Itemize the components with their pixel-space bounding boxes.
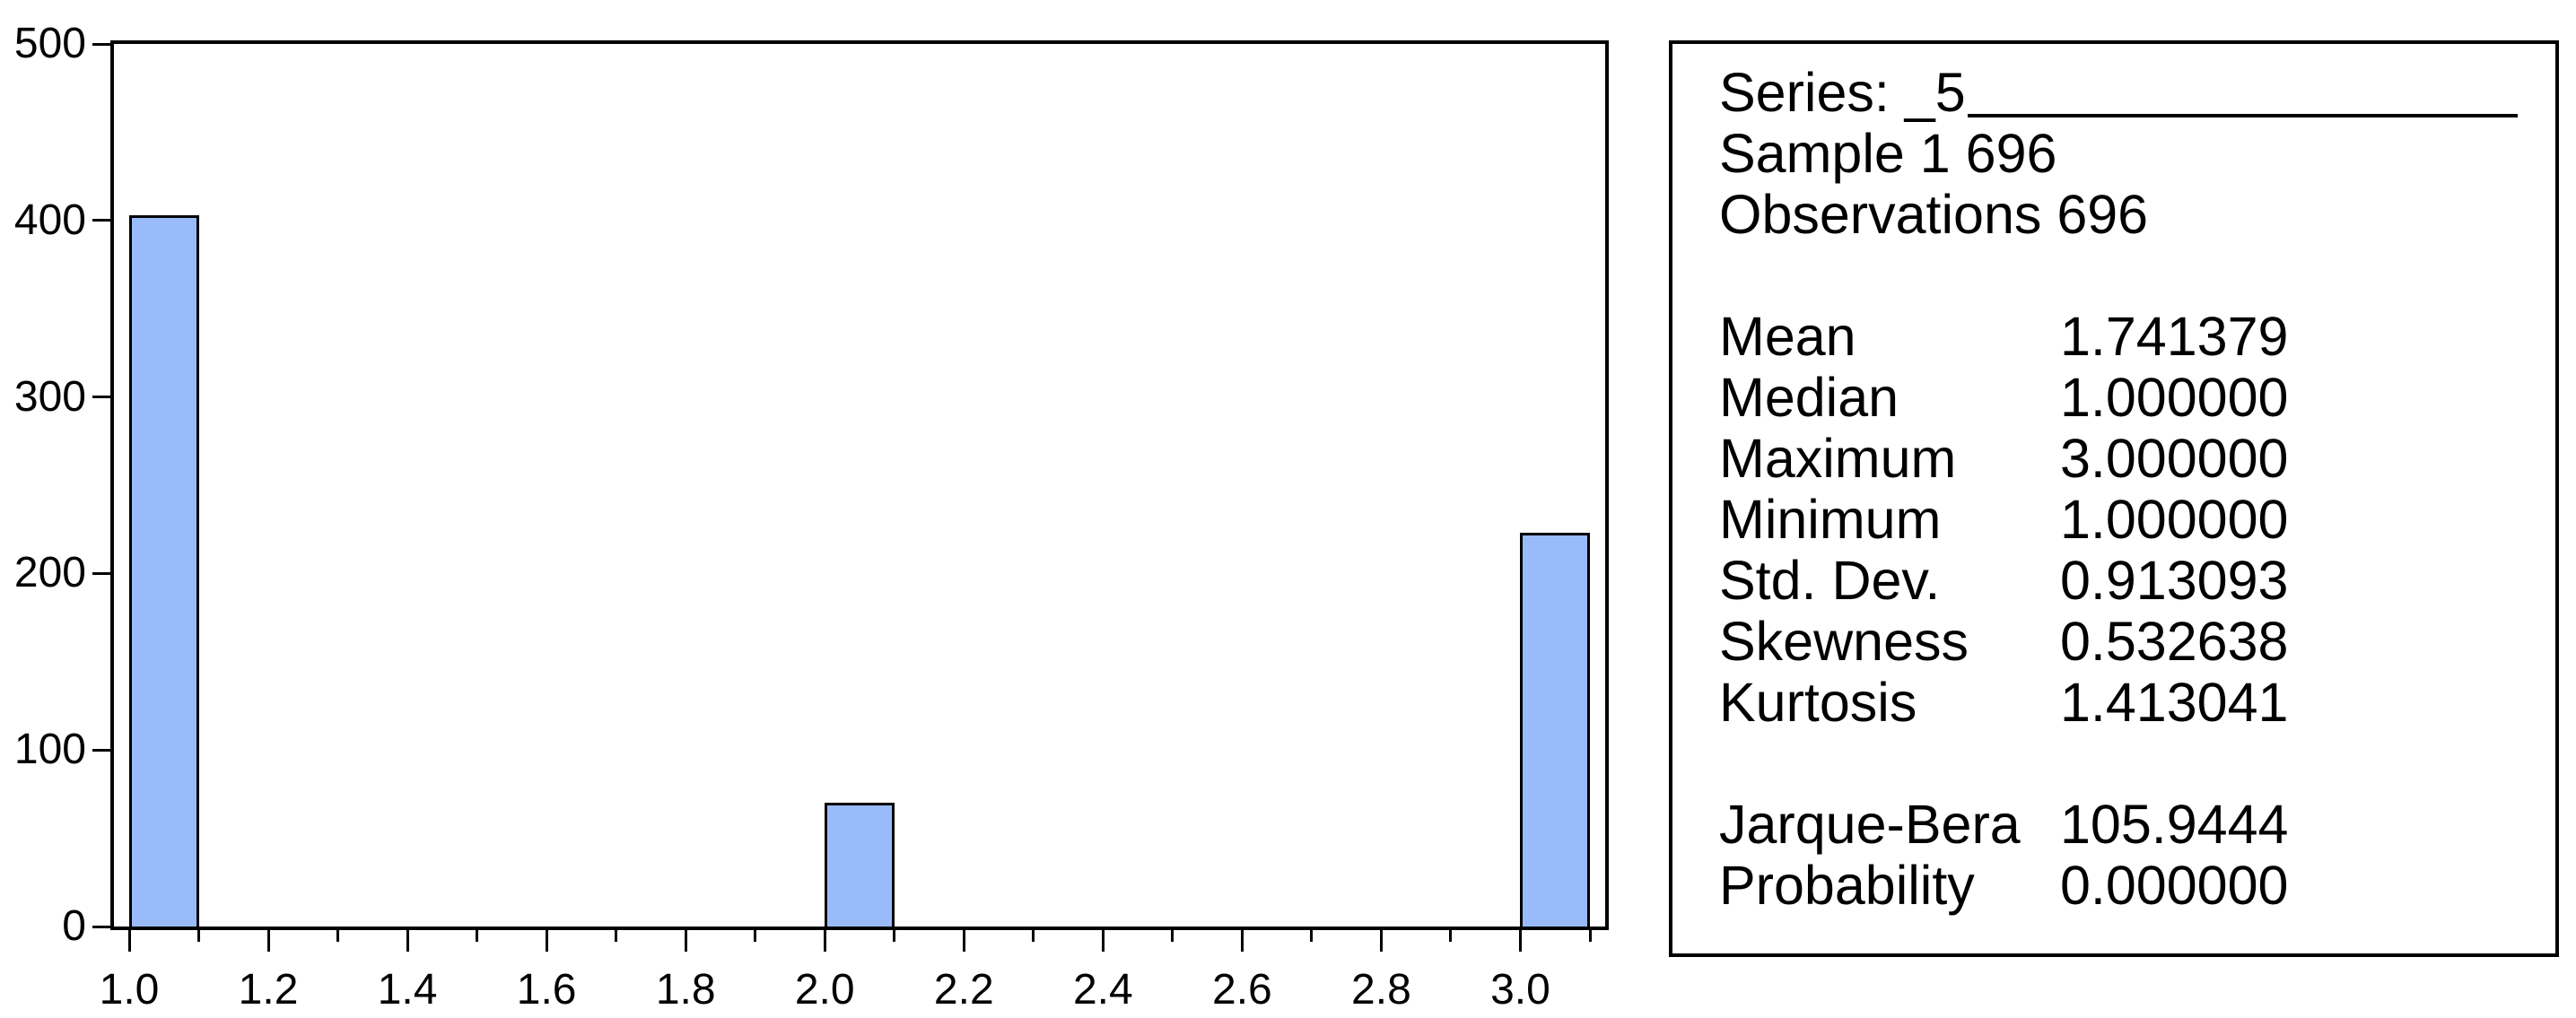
stat-label: Kurtosis	[1719, 672, 1917, 733]
series-underline	[1967, 62, 2518, 117]
x-tick-label: 1.8	[655, 966, 716, 1014]
stat-label: Skewness	[1719, 611, 1969, 672]
stat-label: Maximum	[1719, 428, 1957, 489]
histogram-bar	[1520, 533, 1590, 927]
histogram-chart: 0 100 200 300 400 500 1.0 1.2 1.4 1.6 1.8 2.0 2.2 2.4…	[13, 20, 1609, 1014]
x-tick-label: 2.6	[1212, 966, 1272, 1014]
stat-row: Skewness 0.532638	[1719, 611, 2519, 672]
stat-label: Median	[1719, 367, 1899, 428]
x-tick	[336, 930, 340, 942]
x-tick-label: 1.6	[516, 966, 577, 1014]
stat-row: Median 1.000000	[1719, 367, 2519, 428]
x-tick-label: 2.0	[794, 966, 855, 1014]
stat-row: Minimum 1.000000	[1719, 489, 2519, 550]
stat-value: 105.9444	[2060, 794, 2289, 855]
series-title-row: Series: _5	[1719, 62, 2519, 123]
x-tick-label: 1.2	[238, 966, 299, 1014]
x-tick-label: 2.8	[1351, 966, 1411, 1014]
y-tick	[92, 748, 110, 752]
x-tick	[962, 930, 965, 952]
y-tick	[92, 219, 110, 222]
x-tick	[545, 930, 548, 952]
stat-row: Jarque-Bera 105.9444	[1719, 794, 2519, 855]
x-tick	[1310, 930, 1314, 942]
stat-value: 0.000000	[2060, 855, 2289, 916]
x-tick	[615, 930, 618, 942]
x-tick	[893, 930, 896, 942]
x-tick	[266, 930, 270, 952]
stat-label: Minimum	[1719, 489, 1942, 550]
stat-value: 3.000000	[2060, 428, 2289, 489]
x-tick	[823, 930, 826, 952]
stat-value: 1.741379	[2060, 306, 2289, 367]
x-tick	[1379, 930, 1383, 952]
x-tick-label: 1.0	[99, 966, 160, 1014]
y-tick-label: 500	[13, 20, 86, 67]
x-tick-label: 3.0	[1490, 966, 1550, 1014]
x-tick	[1240, 930, 1244, 952]
x-tick	[406, 930, 409, 952]
blank-line	[1719, 733, 2519, 794]
stat-value: 1.000000	[2060, 367, 2289, 428]
stat-value: 0.913093	[2060, 550, 2289, 611]
x-tick-label: 2.2	[933, 966, 994, 1014]
histogram-bar	[825, 803, 895, 927]
x-tick-label: 1.4	[377, 966, 438, 1014]
x-tick	[684, 930, 687, 952]
stat-value: 1.000000	[2060, 489, 2289, 550]
x-tick-label: 2.4	[1072, 966, 1133, 1014]
x-tick	[1101, 930, 1105, 952]
plot-area	[110, 40, 1609, 930]
stat-label: Std. Dev.	[1719, 550, 1941, 611]
x-tick	[1518, 930, 1522, 952]
y-tick-label: 100	[13, 726, 86, 774]
observations-info: Observations 696	[1719, 184, 2149, 245]
stat-value: 0.532638	[2060, 611, 2289, 672]
stats-panel: Series: _5 Sample 1 696 Observations 696…	[1669, 40, 2559, 957]
y-tick	[92, 42, 110, 46]
stat-row: Std. Dev. 0.913093	[1719, 550, 2519, 611]
x-tick	[1171, 930, 1174, 942]
x-tick	[197, 930, 201, 942]
stat-label: Mean	[1719, 306, 1856, 367]
stat-row: Kurtosis 1.413041	[1719, 672, 2519, 733]
tests-rows: Jarque-Bera 105.9444 Probability 0.000000	[1719, 794, 2519, 916]
stats-rows: Mean 1.741379 Median 1.000000 Maximum 3.00000…	[1719, 306, 2519, 733]
y-tick-label: 0	[62, 902, 86, 950]
x-tick	[1588, 930, 1592, 942]
x-tick	[476, 930, 479, 942]
stat-value: 1.413041	[2060, 672, 2289, 733]
stat-label: Jarque-Bera	[1719, 794, 2021, 855]
x-tick	[1449, 930, 1453, 942]
x-tick	[127, 930, 131, 952]
y-tick	[92, 925, 110, 928]
y-tick-label: 200	[13, 549, 86, 597]
histogram-bar	[129, 214, 199, 927]
stat-label: Probability	[1719, 855, 1975, 916]
y-tick	[92, 396, 110, 399]
y-tick-label: 300	[13, 372, 86, 421]
y-tick	[92, 571, 110, 575]
stat-row: Maximum 3.000000	[1719, 428, 2519, 489]
series-title: Series: _5	[1719, 62, 1966, 123]
stat-row: Probability 0.000000	[1719, 855, 2519, 916]
x-tick	[754, 930, 757, 942]
y-tick-label: 400	[13, 196, 86, 244]
x-tick	[1032, 930, 1035, 942]
sample-info: Sample 1 696	[1719, 123, 2057, 184]
stat-row: Mean 1.741379	[1719, 306, 2519, 367]
blank-line	[1719, 245, 2519, 306]
